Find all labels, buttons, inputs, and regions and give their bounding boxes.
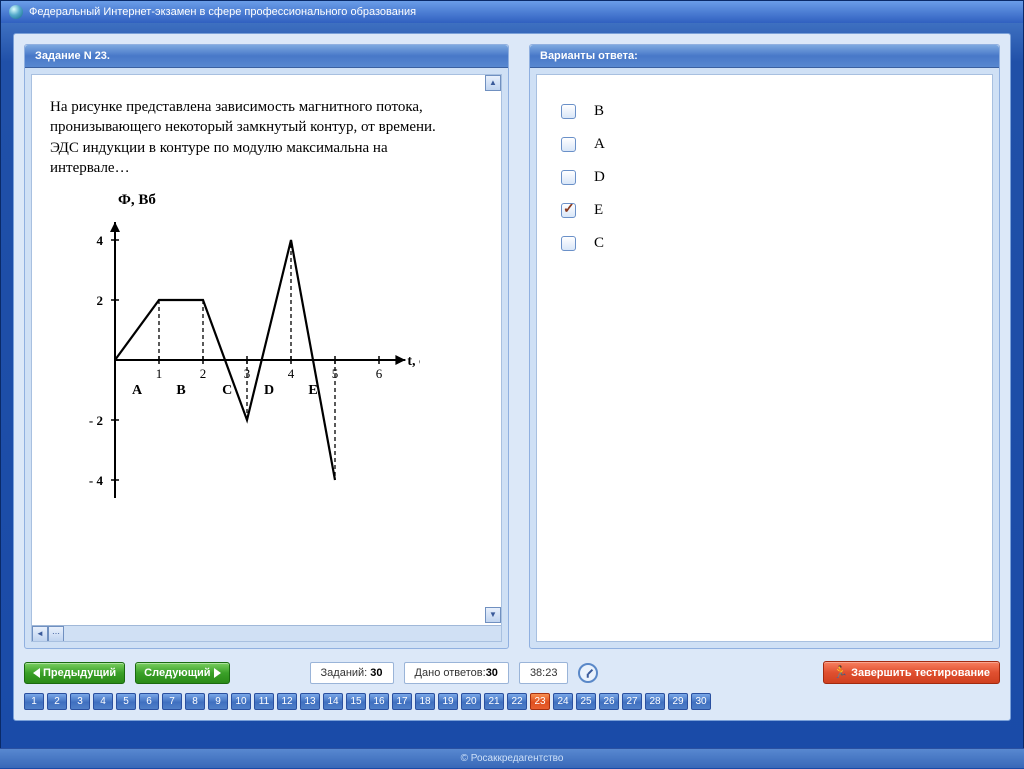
svg-text:C: C <box>222 383 232 398</box>
svg-text:1: 1 <box>156 366 163 381</box>
finish-button-label: Завершить тестирование <box>851 667 990 679</box>
answer-row[interactable]: B <box>557 95 972 128</box>
question-panel-header: Задание N 23. <box>25 45 508 68</box>
answers-panel-body: BADEC <box>536 74 993 642</box>
svg-text:t, с: t, с <box>407 354 420 369</box>
answer-checkbox[interactable] <box>561 137 576 152</box>
nav-square[interactable]: 7 <box>162 693 182 710</box>
answers-panel-header: Варианты ответа: <box>530 45 999 68</box>
triangle-right-icon <box>214 668 221 678</box>
svg-text:2: 2 <box>97 293 104 308</box>
answer-label: D <box>594 169 605 186</box>
nav-square[interactable]: 12 <box>277 693 297 710</box>
svg-text:E: E <box>308 383 317 398</box>
next-button-label: Следующий <box>144 667 210 679</box>
answer-label: E <box>594 202 603 219</box>
hscroll-left-button[interactable]: ◄ <box>32 626 48 642</box>
nav-square[interactable]: 13 <box>300 693 320 710</box>
nav-square[interactable]: 30 <box>691 693 711 710</box>
nav-square[interactable]: 2 <box>47 693 67 710</box>
nav-square[interactable]: 3 <box>70 693 90 710</box>
answers-panel: Варианты ответа: BADEC <box>529 44 1000 649</box>
nav-square[interactable]: 24 <box>553 693 573 710</box>
nav-square[interactable]: 5 <box>116 693 136 710</box>
nav-square[interactable]: 26 <box>599 693 619 710</box>
answer-checkbox[interactable] <box>561 236 576 251</box>
triangle-left-icon <box>33 668 40 678</box>
nav-square[interactable]: 20 <box>461 693 481 710</box>
answer-row[interactable]: A <box>557 128 972 161</box>
globe-icon <box>9 5 23 19</box>
nav-square[interactable]: 16 <box>369 693 389 710</box>
nav-square[interactable]: 8 <box>185 693 205 710</box>
nav-square[interactable]: 27 <box>622 693 642 710</box>
scroll-up-button[interactable]: ▲ <box>485 75 501 91</box>
clock-icon <box>578 663 598 683</box>
answer-row[interactable]: C <box>557 227 972 260</box>
timer-box: 38:23 <box>519 662 569 684</box>
prev-button-label: Предыдущий <box>43 667 116 679</box>
nav-square[interactable]: 19 <box>438 693 458 710</box>
window-title: Федеральный Интернет-экзамен в сфере про… <box>29 6 416 18</box>
answered-count-box: Дано ответов:30 <box>404 662 509 684</box>
svg-text:A: A <box>132 383 143 398</box>
nav-square[interactable]: 25 <box>576 693 596 710</box>
nav-square[interactable]: 10 <box>231 693 251 710</box>
svg-text:4: 4 <box>288 366 295 381</box>
answer-checkbox[interactable] <box>561 170 576 185</box>
svg-text:D: D <box>264 383 274 398</box>
answer-label: C <box>594 235 604 252</box>
window-titlebar: Федеральный Интернет-экзамен в сфере про… <box>1 1 1023 23</box>
prev-button[interactable]: Предыдущий <box>24 662 125 684</box>
answer-label: A <box>594 136 605 153</box>
question-panel-body: ▲ ▼ ◄ ⋯ На рисунке представлена зависимо… <box>31 74 502 642</box>
answer-checkbox[interactable] <box>561 104 576 119</box>
finish-button[interactable]: 🏃 Завершить тестирование <box>823 661 1000 684</box>
nav-square[interactable]: 21 <box>484 693 504 710</box>
nav-square[interactable]: 17 <box>392 693 412 710</box>
nav-square[interactable]: 14 <box>323 693 343 710</box>
nav-square[interactable]: 22 <box>507 693 527 710</box>
svg-text:6: 6 <box>376 366 383 381</box>
answer-row[interactable]: E <box>557 194 972 227</box>
svg-text:- 2: - 2 <box>89 413 103 428</box>
nav-square[interactable]: 29 <box>668 693 688 710</box>
answer-checkbox[interactable] <box>561 203 576 218</box>
svg-text:4: 4 <box>97 233 104 248</box>
svg-text:- 4: - 4 <box>89 473 104 488</box>
nav-square[interactable]: 6 <box>139 693 159 710</box>
runner-icon: 🏃 <box>833 666 846 679</box>
footer-text: © Росаккредагентство <box>0 748 1024 768</box>
nav-square[interactable]: 11 <box>254 693 274 710</box>
nav-square[interactable]: 9 <box>208 693 228 710</box>
tasks-count-box: Заданий: 30 <box>310 662 394 684</box>
nav-square[interactable]: 23 <box>530 693 550 710</box>
question-panel: Задание N 23. ▲ ▼ ◄ ⋯ На рисунке предста… <box>24 44 509 649</box>
question-chart: - 4- 224123456ABCDEt, с <box>50 210 420 510</box>
svg-text:B: B <box>176 383 185 398</box>
nav-square[interactable]: 1 <box>24 693 44 710</box>
svg-text:2: 2 <box>200 366 207 381</box>
chart-y-axis-label: Ф, Вб <box>118 190 461 210</box>
nav-square[interactable]: 15 <box>346 693 366 710</box>
hscroll-menu-button[interactable]: ⋯ <box>48 626 64 642</box>
answer-row[interactable]: D <box>557 161 972 194</box>
nav-square[interactable]: 28 <box>645 693 665 710</box>
question-text: На рисунке представлена зависимость магн… <box>50 97 461 178</box>
nav-square[interactable]: 4 <box>93 693 113 710</box>
answer-label: B <box>594 103 604 120</box>
scroll-down-button[interactable]: ▼ <box>485 607 501 623</box>
next-button[interactable]: Следующий <box>135 662 229 684</box>
nav-square[interactable]: 18 <box>415 693 435 710</box>
